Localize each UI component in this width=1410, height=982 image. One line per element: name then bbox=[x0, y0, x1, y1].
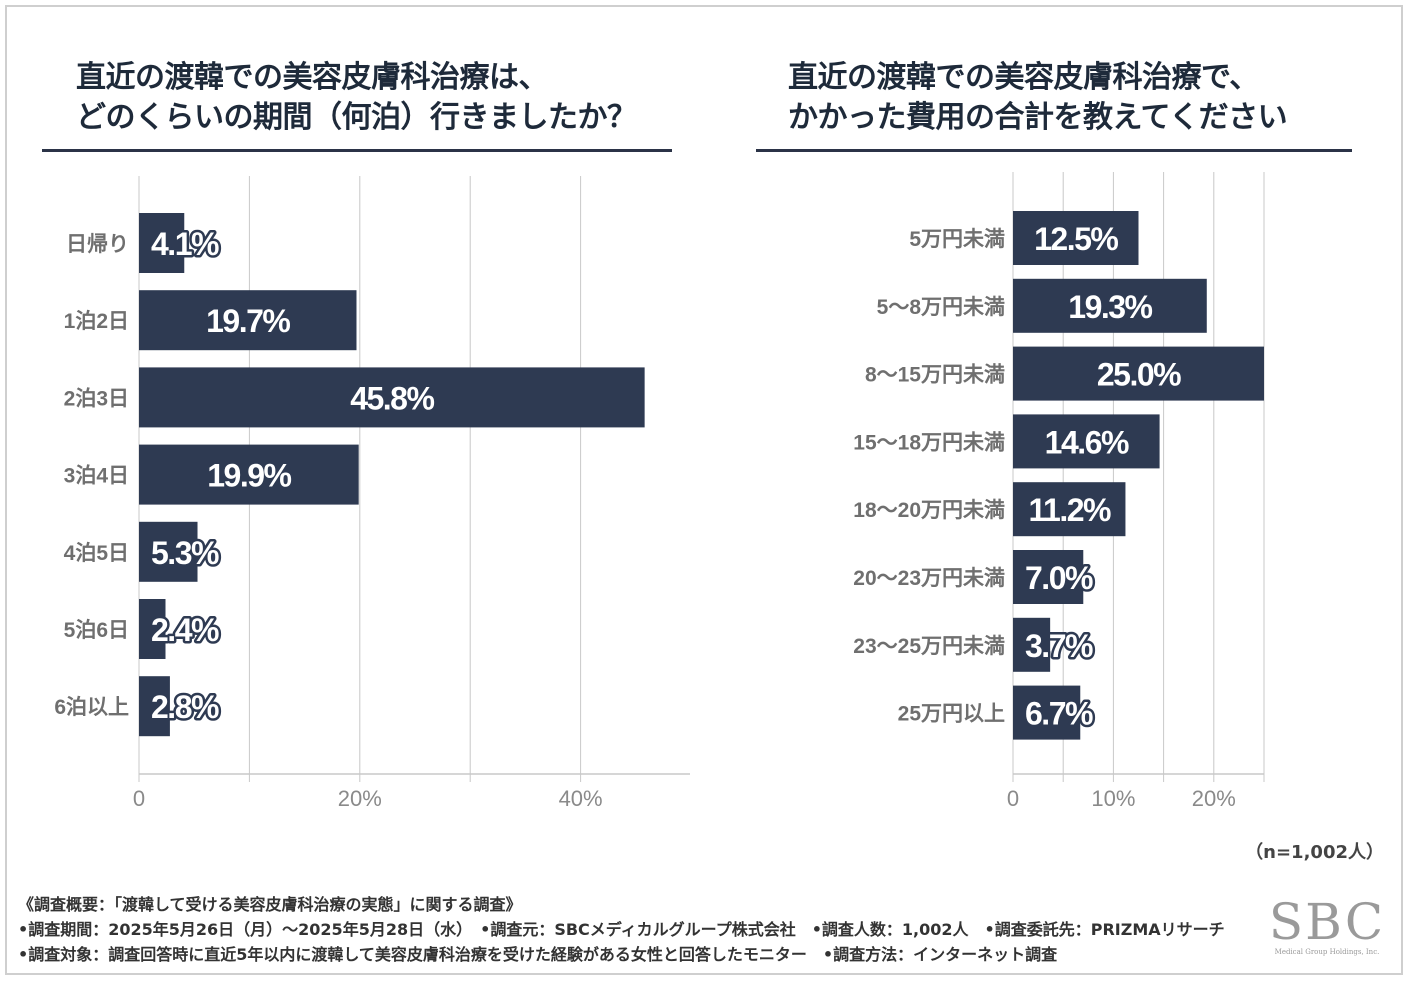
left-bar-5 bbox=[139, 599, 166, 659]
right-tick-label-0: 0 bbox=[1007, 786, 1019, 811]
left-category-label-4: 4泊5日 bbox=[64, 542, 129, 565]
right-tick-label-1: 10% bbox=[1091, 786, 1135, 811]
left-bar-1 bbox=[139, 290, 357, 351]
left-bar-0 bbox=[139, 213, 185, 273]
right-bar-7 bbox=[1013, 685, 1081, 740]
left-bar-2 bbox=[139, 367, 645, 428]
left-value-label-3: 19.9% bbox=[207, 458, 291, 494]
logo-text: SBC bbox=[1268, 893, 1386, 951]
survey-notes-line2: •調査対象：調査回答時に直近5年以内に渡韓して美容皮膚科治療を受けた経験がある女… bbox=[18, 945, 1058, 964]
left-chart-title-line1: 直近の渡韓での美容皮膚科治療は、 bbox=[76, 60, 548, 95]
left-category-label-6: 6泊以上 bbox=[54, 696, 129, 719]
left-bar-3 bbox=[139, 444, 359, 505]
right-category-label-5: 20〜23万円未満 bbox=[853, 567, 1005, 590]
left-value-label-6: 2.8% bbox=[151, 689, 219, 725]
right-chart-title-line1: 直近の渡韓での美容皮膚科治療で、 bbox=[788, 60, 1259, 95]
left-category-label-5: 5泊6日 bbox=[64, 619, 129, 642]
right-bar-6 bbox=[1013, 617, 1051, 672]
left-tick-label-1: 20% bbox=[338, 786, 382, 811]
right-bar-1 bbox=[1013, 278, 1207, 333]
right-bar-5 bbox=[1013, 550, 1084, 604]
left-chart-title: 直近の渡韓での美容皮膚科治療は、 どのくらいの期間（何泊）行きましたか？ bbox=[76, 58, 637, 138]
sbc-logo: SBC Medical Group Holdings, Inc. bbox=[1262, 896, 1392, 962]
right-title-rule bbox=[756, 149, 1352, 152]
sample-size: （n=1,002人） bbox=[1245, 842, 1384, 863]
right-value-label-2: 25.0% bbox=[1097, 357, 1181, 393]
left-value-label-5: 2.4% bbox=[151, 612, 219, 648]
right-chart-title: 直近の渡韓での美容皮膚科治療で、 かかった費用の合計を教えてください bbox=[788, 58, 1288, 138]
right-bar-4 bbox=[1013, 482, 1126, 537]
left-bar-4 bbox=[139, 521, 198, 582]
right-value-label-7: 6.7% bbox=[1025, 696, 1093, 732]
left-category-label-2: 2泊3日 bbox=[64, 387, 129, 410]
right-value-label-1: 19.3% bbox=[1068, 289, 1152, 325]
left-category-label-3: 3泊4日 bbox=[64, 465, 129, 488]
right-bar-3 bbox=[1013, 414, 1160, 469]
right-category-label-4: 18〜20万円未満 bbox=[853, 499, 1005, 522]
survey-notes-line1: •調査期間：2025年5月26日（月）〜2025年5月28日（水） •調査元：S… bbox=[18, 920, 1225, 939]
left-tick-label-2: 40% bbox=[559, 786, 603, 811]
chart-frame bbox=[5, 5, 1403, 975]
left-tick-label-0: 0 bbox=[133, 786, 145, 811]
logo-subtext: Medical Group Holdings, Inc. bbox=[1274, 948, 1380, 956]
left-value-label-0: 4.1% bbox=[151, 226, 219, 262]
left-bar-6 bbox=[139, 676, 170, 737]
right-value-label-0: 12.5% bbox=[1034, 221, 1118, 257]
right-value-label-6: 3.7% bbox=[1025, 628, 1093, 664]
right-tick-label-2: 20% bbox=[1192, 786, 1236, 811]
right-value-label-5: 7.0% bbox=[1025, 560, 1093, 596]
survey-notes-heading: 《調査概要：「渡韓して受ける美容皮膚科治療の実態」に関する調査》 bbox=[18, 895, 522, 914]
right-category-label-1: 5〜8万円未満 bbox=[877, 296, 1005, 319]
right-bar-0 bbox=[1013, 211, 1139, 265]
right-value-label-3: 14.6% bbox=[1045, 424, 1129, 460]
left-chart-title-line2: どのくらいの期間（何泊）行きましたか？ bbox=[76, 100, 637, 135]
survey-notes: 《調査概要：「渡韓して受ける美容皮膚科治療の実態」に関する調査》 •調査期間：2… bbox=[18, 892, 1225, 967]
left-value-label-2: 45.8% bbox=[350, 380, 434, 416]
right-value-label-4: 11.2% bbox=[1028, 492, 1111, 528]
left-value-label-1: 19.7% bbox=[206, 303, 290, 339]
right-category-label-6: 23〜25万円未満 bbox=[853, 635, 1005, 658]
left-title-rule bbox=[42, 149, 672, 152]
left-category-label-0: 日帰り bbox=[66, 233, 129, 256]
left-value-label-4: 5.3% bbox=[151, 535, 219, 571]
right-category-label-3: 15〜18万円未満 bbox=[853, 431, 1005, 454]
left-category-label-1: 1泊2日 bbox=[64, 310, 129, 333]
right-chart-title-line2: かかった費用の合計を教えてください bbox=[788, 100, 1288, 135]
right-category-label-7: 25万円以上 bbox=[898, 703, 1005, 726]
right-bar-2 bbox=[1013, 346, 1264, 401]
right-category-label-0: 5万円未満 bbox=[909, 228, 1005, 251]
right-category-label-2: 8〜15万円未満 bbox=[865, 364, 1005, 387]
